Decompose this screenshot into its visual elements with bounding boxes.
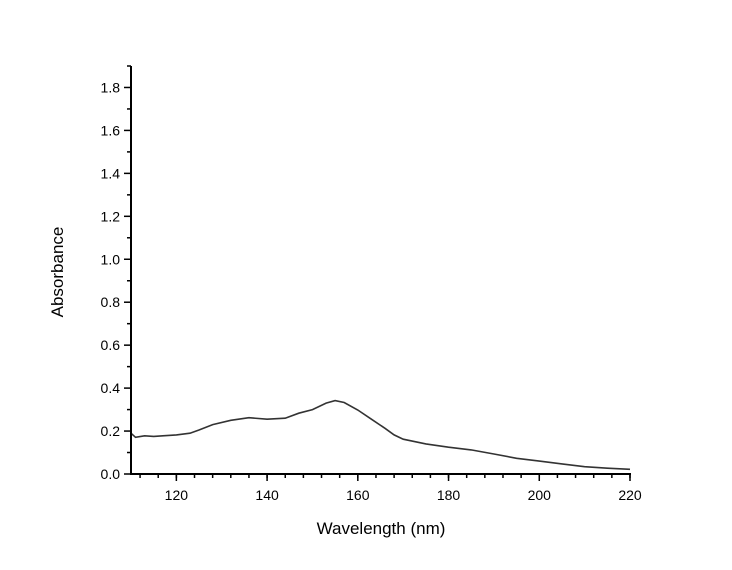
x-tick-label: 140 [255, 487, 279, 503]
series-line-absorbance [130, 399, 631, 471]
y-tick-label: 0.2 [101, 423, 121, 439]
x-tick-label: 220 [618, 487, 642, 503]
y-axis-label: Absorbance [48, 227, 67, 318]
x-tick-label: 200 [528, 487, 552, 503]
y-tick-label: 1.4 [101, 165, 121, 181]
y-tick-label: 0.0 [101, 466, 121, 482]
x-tick-label: 180 [437, 487, 461, 503]
x-tick-label: 160 [346, 487, 370, 503]
y-tick-label: 0.4 [101, 380, 121, 396]
x-tick-label: 120 [165, 487, 189, 503]
y-tick-label: 1.0 [101, 251, 121, 267]
x-axis-label: Wavelength (nm) [317, 519, 446, 538]
y-tick-label: 0.6 [101, 337, 121, 353]
y-tick-label: 1.2 [101, 208, 121, 224]
y-tick-label: 1.8 [101, 79, 121, 95]
y-tick-label: 0.8 [101, 294, 121, 310]
y-tick-label: 1.6 [101, 122, 121, 138]
